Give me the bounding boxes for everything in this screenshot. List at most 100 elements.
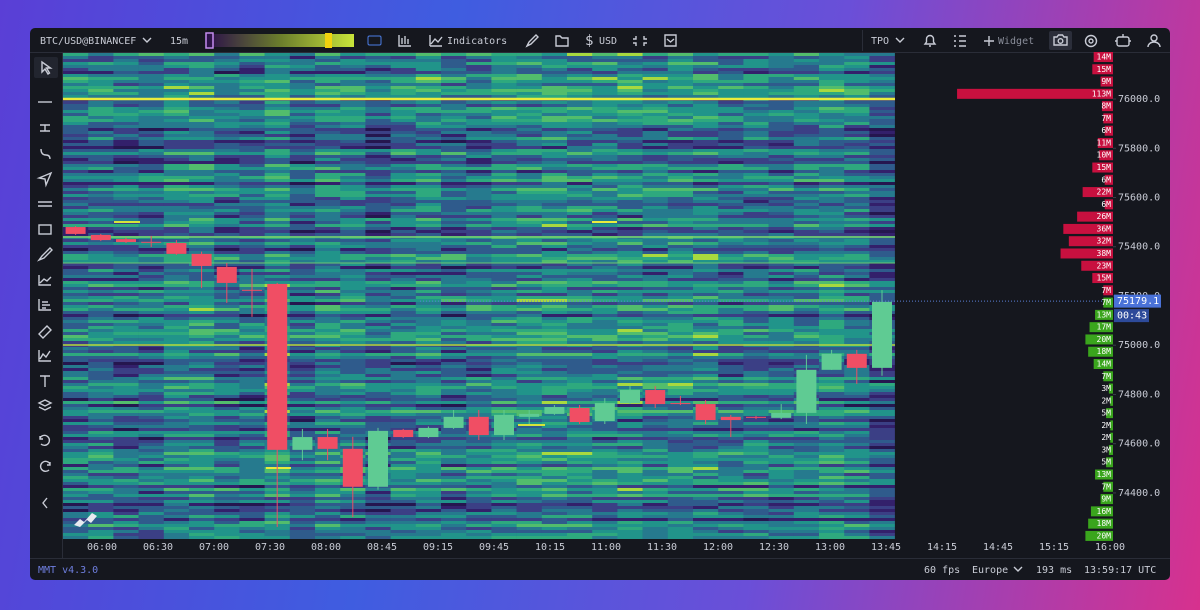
heatmap-cell [88, 338, 114, 341]
heatmap-cell [592, 80, 618, 83]
heatmap-cell [289, 527, 316, 530]
heatmap-cell [768, 68, 795, 71]
heatmap-cell [163, 56, 190, 59]
heatmap-cell [289, 524, 316, 527]
heatmap-cell [642, 383, 669, 386]
heatmap-cell [793, 308, 820, 311]
heatmap-cell [567, 104, 593, 107]
heatmap-cell [289, 209, 316, 212]
heatmap-cell [718, 80, 744, 83]
heatmap-cell [113, 185, 139, 188]
heatmap-cell [491, 332, 517, 335]
heatmap-cell [491, 173, 517, 176]
heatmap-cell [617, 125, 643, 128]
heatmap-cell [768, 161, 795, 164]
heatmap-cell [88, 116, 114, 119]
heatmap-cell [466, 317, 492, 320]
heatmap-cell [214, 110, 240, 113]
heatmap-cell [390, 251, 417, 254]
heatmap-cell [516, 401, 543, 404]
heatmap-cell [718, 194, 744, 197]
heatmap-cell [390, 395, 417, 398]
heatmap-cell [743, 335, 769, 338]
heatmap-cell [88, 152, 114, 155]
heatmap-cell [390, 419, 417, 422]
heatmap-cell [63, 173, 89, 176]
heatmap-cell [415, 269, 442, 272]
heatmap-cell [113, 509, 139, 512]
heatmap-cell [617, 464, 643, 467]
heatmap-cell [667, 131, 694, 134]
heatmap-cell [768, 59, 795, 62]
heatmap-cell [88, 440, 114, 443]
heatmap-cell [264, 194, 291, 197]
heatmap-cell [617, 134, 643, 137]
heatmap-cell [289, 206, 316, 209]
heatmap-cell [642, 509, 669, 512]
heatmap-cell [415, 89, 442, 92]
heatmap-cell [743, 296, 769, 299]
heatmap-cell [390, 515, 417, 518]
heatmap-cell [88, 497, 114, 500]
heatmap-cell [516, 113, 543, 116]
heatmap-cell [541, 359, 568, 362]
heatmap-cell [214, 113, 240, 116]
heatmap-cell [491, 449, 517, 452]
heatmap-cell [163, 68, 190, 71]
heatmap-cell [315, 410, 341, 413]
heatmap-cell [516, 74, 543, 77]
heatmap-cell [88, 515, 114, 518]
heatmap-cell [768, 92, 795, 95]
heatmap-cell [340, 374, 366, 377]
heatmap-cell [189, 128, 215, 131]
heatmap-cell [491, 245, 517, 248]
heatmap-cell [340, 65, 366, 68]
heatmap-cell [441, 215, 467, 218]
heatmap-cell [88, 251, 114, 254]
heatmap-cell [667, 77, 694, 80]
heatmap-cell [138, 230, 165, 233]
heatmap-cell [693, 260, 719, 263]
heatmap-cell [214, 473, 240, 476]
heatmap-cell [617, 158, 643, 161]
heatmap-cell [718, 191, 744, 194]
heatmap-cell [718, 251, 744, 254]
heatmap-cell [163, 284, 190, 287]
heatmap-cell [315, 323, 341, 326]
heatmap-cell [415, 413, 442, 416]
heatmap-cell [567, 188, 593, 191]
heatmap-cell [592, 503, 618, 506]
heatmap-cell [617, 179, 643, 182]
heatmap-cell [768, 440, 795, 443]
heatmap-cell [693, 317, 719, 320]
heatmap-cell [138, 305, 165, 308]
heatmap-cell [768, 482, 795, 485]
heatmap-cell [163, 479, 190, 482]
heatmap-cell [138, 314, 165, 317]
heatmap-cell [516, 467, 543, 470]
heatmap-cell [264, 215, 291, 218]
heatmap-cell [819, 218, 845, 221]
heatmap-cell [189, 170, 215, 173]
heatmap-cell [491, 59, 517, 62]
heatmap-cell [491, 323, 517, 326]
heatmap-cell [390, 404, 417, 407]
heatmap-cell [239, 476, 265, 479]
heatmap-cell [567, 317, 593, 320]
heatmap-cell [768, 422, 795, 425]
heatmap-cell [63, 380, 89, 383]
heatmap-cell [340, 407, 366, 410]
heatmap-cell [793, 167, 820, 170]
heatmap-cell [88, 125, 114, 128]
heatmap-cell [88, 122, 114, 125]
heatmap-cell [793, 491, 820, 494]
heatmap-cell [491, 275, 517, 278]
heatmap-cell [315, 122, 341, 125]
heatmap-cell [768, 272, 795, 275]
heatmap-cell [617, 350, 643, 353]
heatmap-cell [793, 101, 820, 104]
heatmap-cell [516, 299, 543, 302]
heatmap-cell [138, 65, 165, 68]
heatmap-cell [541, 152, 568, 155]
heatmap-cell [743, 365, 769, 368]
